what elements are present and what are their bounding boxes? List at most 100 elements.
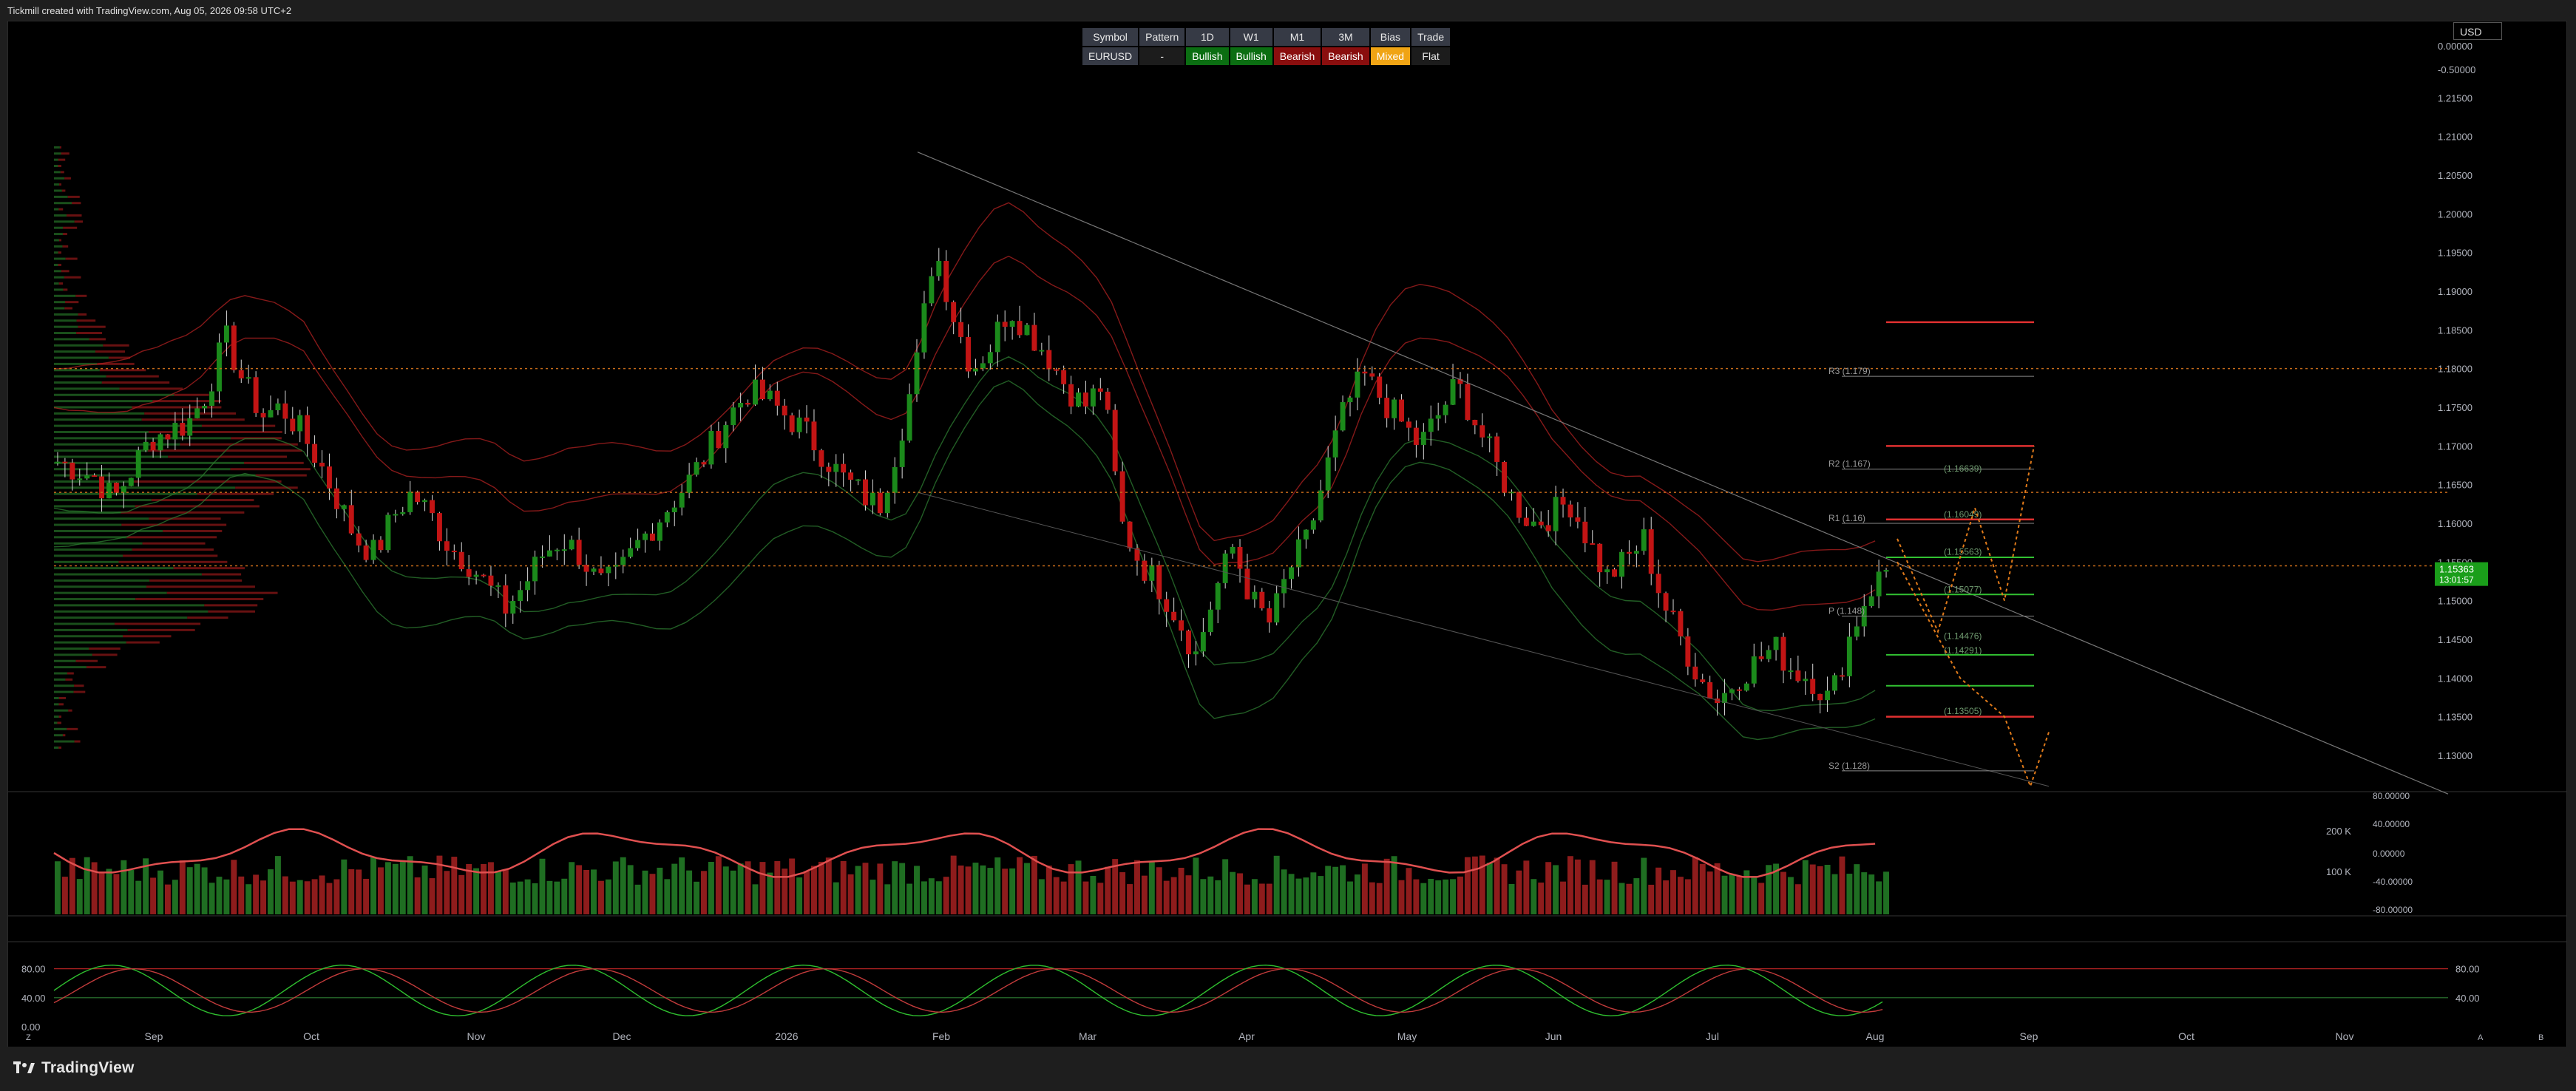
volume-bar bbox=[796, 877, 803, 914]
volume-profile-bar bbox=[201, 573, 242, 576]
volume-profile-bar bbox=[63, 288, 68, 291]
volume-bar bbox=[1266, 883, 1272, 914]
volume-bar bbox=[91, 862, 98, 914]
volume-profile-bar bbox=[54, 251, 58, 254]
tradingview-brand[interactable]: TradingView bbox=[13, 1057, 135, 1079]
volume-bar bbox=[274, 856, 281, 914]
candle-body bbox=[1296, 539, 1301, 568]
candle-body bbox=[613, 565, 619, 567]
volume-profile-bar bbox=[74, 684, 84, 687]
candle-body bbox=[99, 476, 105, 499]
volume-profile-bar bbox=[97, 362, 135, 365]
candle-body bbox=[488, 575, 494, 586]
volume-bar bbox=[1743, 870, 1750, 914]
volume-bar bbox=[782, 869, 788, 914]
volume-bar bbox=[407, 856, 413, 914]
candle-body bbox=[1215, 582, 1221, 610]
bias-header-cell: W1 bbox=[1230, 28, 1272, 46]
candle-body bbox=[1207, 609, 1213, 633]
volume-bar bbox=[1376, 883, 1383, 914]
volume-bar bbox=[1002, 869, 1009, 914]
volume-profile-bar bbox=[54, 183, 60, 186]
y-tick-label: 1.17500 bbox=[2438, 402, 2472, 413]
x-tick-label: Nov bbox=[467, 1030, 486, 1042]
volume-bar bbox=[1883, 871, 1889, 914]
volume-bar bbox=[481, 864, 487, 914]
bias-value-cell: - bbox=[1139, 47, 1185, 65]
candle-body bbox=[1655, 574, 1661, 594]
candle-body bbox=[1854, 626, 1860, 637]
candle-body bbox=[1112, 409, 1118, 472]
volume-profile-bar bbox=[67, 195, 80, 198]
pivot-label: (1.14291) bbox=[1944, 645, 1982, 656]
volume-bar bbox=[1876, 881, 1882, 914]
volume-profile-bar bbox=[208, 610, 255, 613]
volume-bar bbox=[1127, 884, 1133, 914]
volume-profile-bar bbox=[54, 480, 135, 483]
volume-profile-bar bbox=[135, 598, 264, 601]
candle-body bbox=[436, 513, 442, 542]
volume-bar bbox=[282, 876, 288, 914]
pivot-label: R1 (1.16) bbox=[1828, 513, 1865, 523]
volume-bar bbox=[1060, 881, 1067, 914]
candle-body bbox=[679, 492, 685, 508]
volume-profile-bar bbox=[64, 307, 72, 310]
volume-profile-bar bbox=[54, 604, 205, 607]
candle-body bbox=[1825, 690, 1831, 701]
volume-bar bbox=[950, 855, 957, 914]
volume-profile-bar bbox=[54, 727, 67, 730]
volume-profile-bar bbox=[54, 567, 174, 570]
volume-profile-bar bbox=[54, 189, 62, 192]
bias-value-cell: Bullish bbox=[1230, 47, 1272, 65]
volume-profile-bar bbox=[62, 245, 69, 248]
volume-bar bbox=[128, 869, 135, 914]
volume-profile-bar bbox=[54, 214, 67, 217]
bias-value-cell: Bearish bbox=[1322, 47, 1369, 65]
volume-bar bbox=[1251, 879, 1258, 914]
volume-bar bbox=[106, 869, 112, 914]
x-tick-label: Jun bbox=[1545, 1030, 1562, 1042]
pivot-label: R2 (1.167) bbox=[1828, 459, 1871, 469]
x-tick-label: Feb bbox=[932, 1030, 950, 1042]
price-chart[interactable]: 0.00000 -0.50000 1.21500 1.21000 1.20500 1.20… bbox=[8, 21, 2566, 1047]
volume-profile-bar bbox=[152, 400, 222, 403]
y-tick-label: 1.19500 bbox=[2438, 248, 2472, 259]
volume-bar bbox=[1560, 881, 1566, 914]
volume-bar bbox=[1207, 876, 1214, 914]
oscillator-tick-label: -80.00000 bbox=[2373, 905, 2413, 915]
volume-bar bbox=[1706, 871, 1713, 914]
candle-body bbox=[546, 550, 552, 557]
volume-bar bbox=[605, 879, 611, 914]
volume-profile-bar bbox=[62, 233, 67, 236]
chart-frame[interactable]: 0.00000 -0.50000 1.21500 1.21000 1.20500 1.20… bbox=[7, 21, 2567, 1048]
volume-bar bbox=[1604, 880, 1610, 914]
candle-body bbox=[759, 379, 765, 400]
corner-label: A bbox=[2478, 1033, 2484, 1042]
volume-bar bbox=[1119, 872, 1126, 914]
volume-profile-bar bbox=[74, 740, 81, 743]
candle-body bbox=[1097, 388, 1103, 392]
candle-body bbox=[1435, 415, 1441, 419]
volume-profile-bar bbox=[86, 666, 106, 669]
volume-bar bbox=[833, 882, 839, 914]
currency-selector[interactable]: USD bbox=[2453, 22, 2502, 40]
volume-bar bbox=[121, 860, 127, 914]
x-tick-label: Jul bbox=[1706, 1030, 1719, 1042]
candle-body bbox=[187, 418, 193, 436]
candle-body bbox=[1465, 384, 1471, 420]
volume-profile-bar bbox=[78, 325, 106, 328]
brand-name: TradingView bbox=[41, 1059, 135, 1076]
candle-body bbox=[1009, 321, 1015, 327]
candle-body bbox=[1105, 391, 1111, 410]
candle-body bbox=[789, 415, 795, 432]
candle-body bbox=[701, 462, 707, 465]
volume-profile-bar bbox=[54, 585, 147, 588]
x-tick-label: Apr bbox=[1238, 1030, 1255, 1042]
volume-bar bbox=[392, 863, 399, 914]
volume-bar bbox=[1582, 884, 1588, 914]
candle-body bbox=[348, 505, 354, 534]
candle-body bbox=[223, 325, 229, 343]
volume-profile-bar bbox=[89, 338, 106, 341]
volume-profile-bar bbox=[54, 647, 89, 650]
candle-body bbox=[1692, 666, 1698, 680]
